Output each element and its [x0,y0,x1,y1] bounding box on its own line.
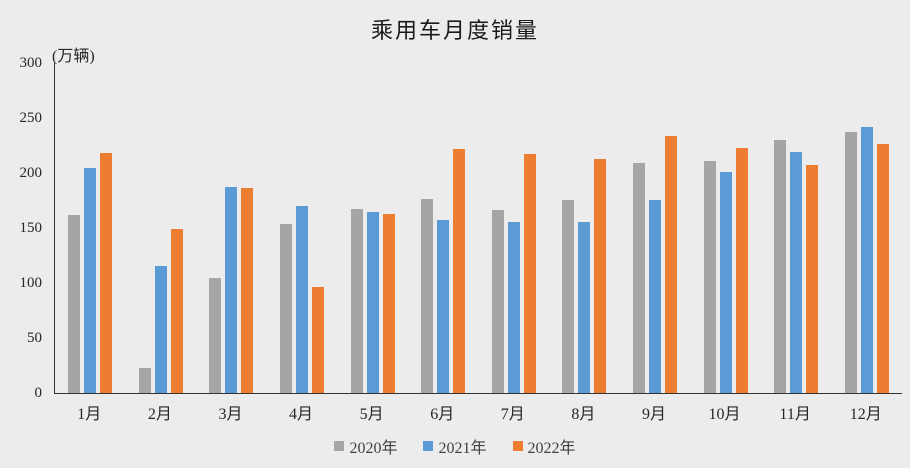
plot-area [54,63,902,394]
x-axis-label-10月: 10月 [708,406,741,423]
bar-group-7月 [479,63,550,393]
x-axis-label-3月: 3月 [218,406,243,423]
x-axis-label-5月: 5月 [359,406,384,423]
bar-2020年-8月 [562,199,575,393]
bar-2020年-4月 [280,224,293,393]
chart-legend: 2020年 2021年 2022年 [0,434,910,458]
bar-2022年-2月 [170,229,183,393]
bar-2022年-11月 [806,164,819,393]
x-axis-label-12月: 12月 [849,406,882,423]
y-tick-label: 50 [27,330,42,346]
bar-2020年-7月 [491,209,504,393]
legend-swatch-icon [334,441,345,451]
legend-item-2020年: 2020年 [334,434,397,458]
bar-2021年-12月 [860,126,873,393]
x-axis-label-11月: 11月 [779,406,811,423]
bar-2022年-9月 [664,136,677,393]
x-axis-label-7月: 7月 [500,406,525,423]
bar-2020年-6月 [421,198,434,393]
x-axis-label-8月: 8月 [571,406,596,423]
bar-2021年-9月 [648,200,661,393]
x-axis-label-6月: 6月 [430,406,455,423]
y-tick-label: 300 [19,55,43,71]
x-axis-label-9月: 9月 [641,406,666,423]
bar-group-8月 [549,63,620,393]
x-axis-label-4月: 4月 [289,406,314,423]
bar-group-10月 [690,63,761,393]
chart-title: 乘用车月度销量 [370,18,539,43]
bar-2020年-9月 [632,163,645,393]
bar-2022年-7月 [523,153,536,393]
bar-2022年-4月 [312,286,325,393]
bar-2022年-10月 [735,147,748,393]
bar-2020年-2月 [138,368,151,393]
bar-2021年-4月 [296,205,309,393]
bar-group-5月 [337,63,408,393]
bar-group-4月 [267,63,338,393]
bar-2022年-8月 [594,159,607,393]
bar-group-9月 [620,63,691,393]
y-tick-label: 100 [19,275,43,291]
legend-label: 2021年 [438,440,487,457]
legend-swatch-icon [423,441,434,451]
y-axis-unit-label: (万辆) [52,48,95,65]
legend-label: 2020年 [349,440,398,457]
bar-2022年-3月 [241,187,254,393]
bar-2020年-11月 [774,140,787,393]
bar-2022年-12月 [876,144,889,393]
bar-group-3月 [196,63,267,393]
bar-2021年-2月 [154,265,167,393]
bar-2021年-10月 [719,172,732,393]
y-tick-label: 150 [19,220,43,236]
bar-group-11月 [761,63,832,393]
bar-group-2月 [126,63,197,393]
bar-2021年-8月 [578,222,591,393]
legend-item-2021年: 2021年 [423,434,487,458]
bar-2021年-1月 [84,168,97,393]
y-tick-label: 0 [34,385,43,401]
legend-swatch-icon [512,441,523,451]
legend-item-2022年: 2022年 [512,434,576,458]
bar-group-6月 [408,63,479,393]
bar-2020年-12月 [844,131,857,393]
bar-group-12月 [831,63,902,393]
y-tick-label: 250 [19,110,43,126]
bar-2021年-5月 [366,211,379,393]
x-axis-label-1月: 1月 [77,406,102,423]
x-axis-label-2月: 2月 [147,406,172,423]
bar-group-1月 [55,63,126,393]
bar-2021年-6月 [437,220,450,393]
bar-2021年-3月 [225,186,238,393]
bar-2021年-11月 [790,151,803,393]
bar-2022年-5月 [382,214,395,393]
y-tick-label: 200 [19,165,43,181]
bar-2020年-1月 [68,215,81,393]
legend-label: 2022年 [527,440,576,457]
bar-2022年-1月 [100,152,113,393]
bar-2020年-10月 [703,160,716,393]
bar-2022年-6月 [453,148,466,393]
bar-2021年-7月 [507,222,520,393]
bar-2020年-3月 [209,278,222,393]
bar-2020年-5月 [350,208,363,393]
